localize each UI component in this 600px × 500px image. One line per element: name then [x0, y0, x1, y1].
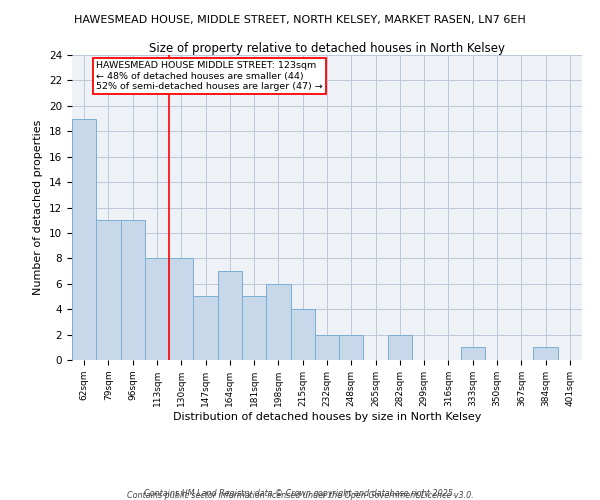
Text: HAWESMEAD HOUSE, MIDDLE STREET, NORTH KELSEY, MARKET RASEN, LN7 6EH: HAWESMEAD HOUSE, MIDDLE STREET, NORTH KE… — [74, 15, 526, 25]
Bar — [242, 296, 266, 360]
Bar — [461, 348, 485, 360]
Bar — [388, 334, 412, 360]
Bar — [290, 309, 315, 360]
Text: Contains HM Land Registry data © Crown copyright and database right 2025.: Contains HM Land Registry data © Crown c… — [144, 488, 456, 498]
Bar — [533, 348, 558, 360]
Bar — [193, 296, 218, 360]
Bar — [339, 334, 364, 360]
Bar — [218, 271, 242, 360]
Bar — [96, 220, 121, 360]
Bar — [121, 220, 145, 360]
Y-axis label: Number of detached properties: Number of detached properties — [34, 120, 43, 295]
Text: HAWESMEAD HOUSE MIDDLE STREET: 123sqm
← 48% of detached houses are smaller (44)
: HAWESMEAD HOUSE MIDDLE STREET: 123sqm ← … — [96, 62, 323, 91]
X-axis label: Distribution of detached houses by size in North Kelsey: Distribution of detached houses by size … — [173, 412, 481, 422]
Bar — [145, 258, 169, 360]
Bar — [72, 118, 96, 360]
Text: Contains public sector information licensed under the Open Government Licence v3: Contains public sector information licen… — [127, 491, 473, 500]
Bar — [266, 284, 290, 360]
Bar — [315, 334, 339, 360]
Title: Size of property relative to detached houses in North Kelsey: Size of property relative to detached ho… — [149, 42, 505, 55]
Bar — [169, 258, 193, 360]
